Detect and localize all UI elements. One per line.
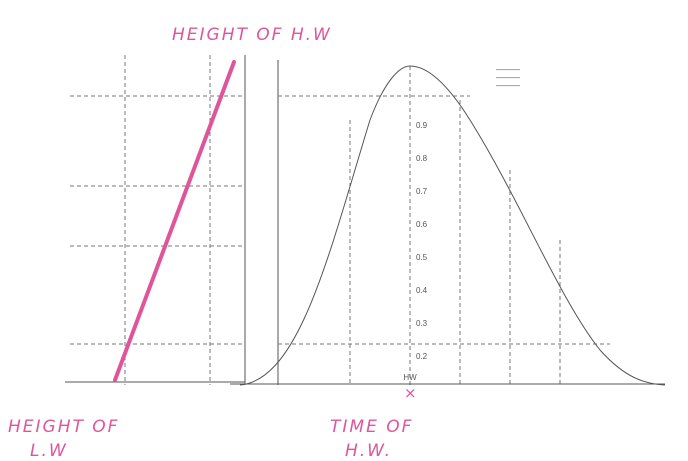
annotation: TIME OF [330, 417, 413, 437]
factor-label: 0.2 [416, 352, 428, 361]
factor-label: 0.8 [416, 154, 428, 163]
factor-label: 0.5 [416, 253, 428, 262]
factor-label: 0.3 [416, 319, 428, 328]
factor-label: 0.7 [416, 187, 428, 196]
annotation: HEIGHT OF H.W [172, 25, 332, 45]
time-label: HW [403, 373, 417, 382]
legend-text: ——— [496, 81, 520, 90]
annotation: L.W [30, 441, 68, 461]
factor-label: 0.9 [416, 121, 428, 130]
factor-label: 0.4 [416, 286, 428, 295]
annotation: HEIGHT OF [8, 417, 119, 437]
diagram: ——— ——— ——— 0.90.80.70.60.50.40.30.2 HW … [0, 0, 688, 461]
annotation-marker: × [404, 384, 419, 402]
background [0, 0, 688, 461]
annotation: H.W. [345, 441, 392, 461]
factor-label: 0.6 [416, 220, 428, 229]
